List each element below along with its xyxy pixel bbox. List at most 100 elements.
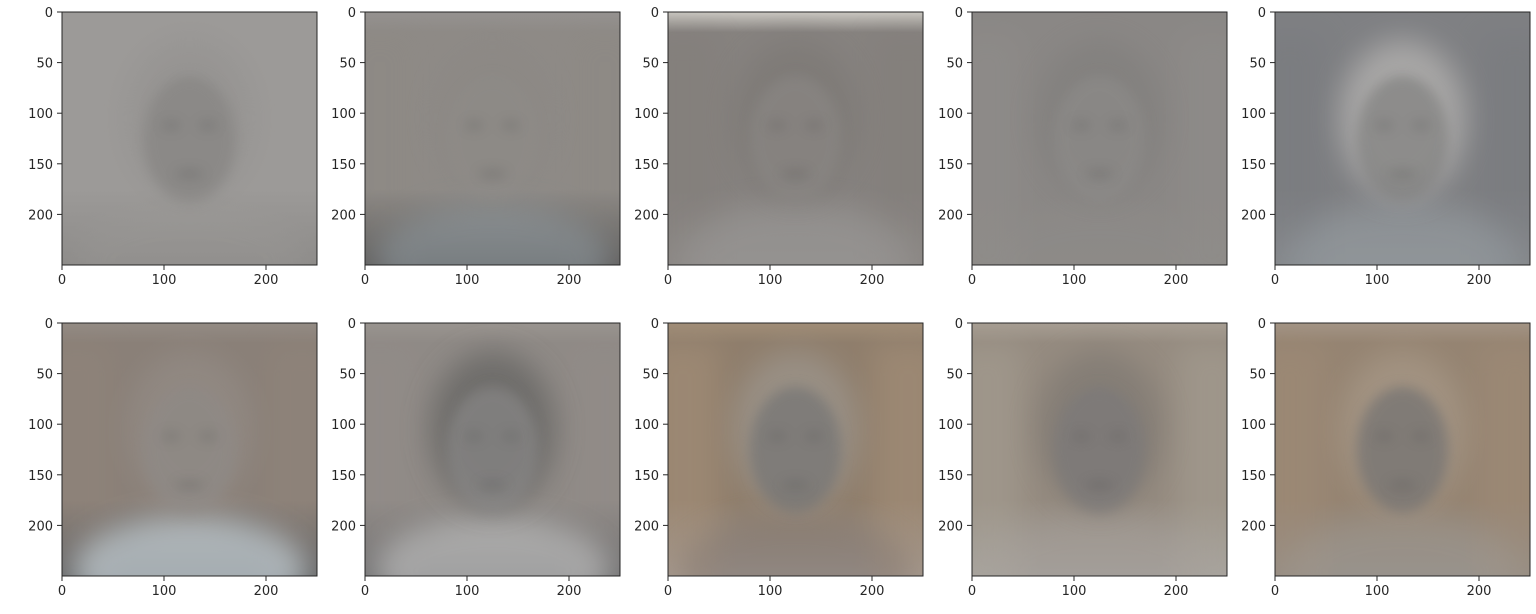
x-tick-label: 100 <box>758 584 783 599</box>
shoulders-shape <box>375 515 610 576</box>
face-features <box>1071 432 1128 489</box>
y-tick-label: 150 <box>28 469 53 484</box>
shoulders-shape <box>1285 515 1520 576</box>
x-tick-label: 0 <box>968 584 976 599</box>
eigenface-image <box>365 12 620 265</box>
y-tick-label: 200 <box>938 208 963 223</box>
eigenface-image <box>1275 323 1530 576</box>
y-tick-label: 0 <box>45 317 53 332</box>
y-tick-label: 100 <box>634 107 659 122</box>
face-shape <box>143 386 236 513</box>
x-tick-label: 100 <box>455 273 480 288</box>
x-tick-label: 100 <box>758 273 783 288</box>
y-tick-label: 100 <box>331 107 356 122</box>
x-tick-label: 200 <box>860 584 885 599</box>
face-features <box>1071 121 1128 178</box>
y-tick-label: 0 <box>955 6 963 21</box>
y-tick-label: 150 <box>634 469 659 484</box>
y-tick-label: 0 <box>1258 317 1266 332</box>
y-tick-label: 200 <box>28 519 53 534</box>
axes-frame <box>971 11 1228 266</box>
subplot-1: 0 100 200 0 50 100 150 200 <box>28 6 318 288</box>
axes-frame <box>971 322 1228 577</box>
face-shape <box>1053 386 1146 513</box>
y-tick-label: 0 <box>651 6 659 21</box>
axes-frame <box>61 11 318 266</box>
y-tick-label: 200 <box>634 519 659 534</box>
y-tick-label: 0 <box>1258 6 1266 21</box>
x-tick-label: 100 <box>1365 584 1390 599</box>
axes-frame <box>1274 322 1531 577</box>
y-tick-label: 150 <box>28 158 53 173</box>
x-tick-label: 100 <box>1062 584 1087 599</box>
x-tick-label: 0 <box>968 273 976 288</box>
shoulders-shape <box>72 204 307 265</box>
face-shape <box>1356 75 1449 202</box>
y-tick-label: 100 <box>938 107 963 122</box>
axes-frame <box>667 322 924 577</box>
subplot-8: 0 100 200 0 50 100 150 200 <box>634 317 924 599</box>
y-tick-label: 50 <box>946 368 963 383</box>
y-tick-label: 200 <box>331 519 356 534</box>
y-tick-label: 50 <box>36 368 53 383</box>
face-features <box>161 121 218 178</box>
shoulders-shape <box>1285 204 1520 265</box>
subplot-7: 0 100 200 0 50 100 150 200 <box>331 317 621 599</box>
eigenface-image <box>1275 12 1530 265</box>
y-tick-label: 150 <box>1241 158 1266 173</box>
y-tick-label: 200 <box>28 208 53 223</box>
y-tick-label: 100 <box>938 418 963 433</box>
x-tick-label: 100 <box>455 584 480 599</box>
subplot-2: 0 100 200 0 50 100 150 200 <box>331 6 621 288</box>
x-tick-label: 100 <box>1062 273 1087 288</box>
subplot-3: 0 100 200 0 50 100 150 200 <box>634 6 924 288</box>
x-tick-label: 200 <box>1164 273 1189 288</box>
x-tick-label: 100 <box>1365 273 1390 288</box>
y-tick-label: 100 <box>634 418 659 433</box>
x-tick-label: 200 <box>860 273 885 288</box>
y-tick-label: 200 <box>938 519 963 534</box>
y-tick-label: 100 <box>28 107 53 122</box>
subplot-10: 0 100 200 0 50 100 150 200 <box>1241 317 1531 599</box>
x-tick-label: 200 <box>254 273 279 288</box>
x-tick-label: 100 <box>152 273 177 288</box>
eigenface-image <box>972 323 1227 576</box>
x-tick-label: 0 <box>1271 584 1279 599</box>
x-tick-label: 0 <box>361 273 369 288</box>
face-features <box>767 432 824 489</box>
face-shape <box>749 386 842 513</box>
y-tick-label: 50 <box>642 368 659 383</box>
eigenface-image <box>972 12 1227 265</box>
axes-frame <box>61 322 318 577</box>
x-tick-label: 200 <box>254 584 279 599</box>
subplot-grid: 0 100 200 0 50 100 150 200 0 100 200 0 50 100 150 200 0 1… <box>28 6 1531 599</box>
y-tick-label: 0 <box>348 6 356 21</box>
x-tick-label: 0 <box>361 584 369 599</box>
eigenface-image <box>668 12 923 265</box>
x-tick-label: 0 <box>1271 273 1279 288</box>
y-tick-label: 100 <box>331 418 356 433</box>
subplot-9: 0 100 200 0 50 100 150 200 <box>938 317 1228 599</box>
x-tick-label: 200 <box>1467 273 1492 288</box>
x-tick-label: 200 <box>1467 584 1492 599</box>
subplot-4: 0 100 200 0 50 100 150 200 <box>938 6 1228 288</box>
y-tick-label: 150 <box>938 469 963 484</box>
y-tick-label: 100 <box>1241 107 1266 122</box>
face-shape <box>749 75 842 202</box>
y-tick-label: 150 <box>331 469 356 484</box>
axes-frame <box>667 11 924 266</box>
face-features <box>1374 121 1431 178</box>
y-tick-label: 150 <box>331 158 356 173</box>
y-tick-label: 200 <box>331 208 356 223</box>
y-tick-label: 200 <box>634 208 659 223</box>
eigenface-image <box>62 323 317 576</box>
eigenface-image <box>668 323 923 576</box>
axes-frame <box>364 322 621 577</box>
x-tick-label: 0 <box>664 273 672 288</box>
y-tick-label: 0 <box>45 6 53 21</box>
face-shape <box>1356 386 1449 513</box>
face-features <box>1374 432 1431 489</box>
y-tick-label: 150 <box>634 158 659 173</box>
eigenface-image <box>62 12 317 265</box>
face-shape <box>1053 75 1146 202</box>
